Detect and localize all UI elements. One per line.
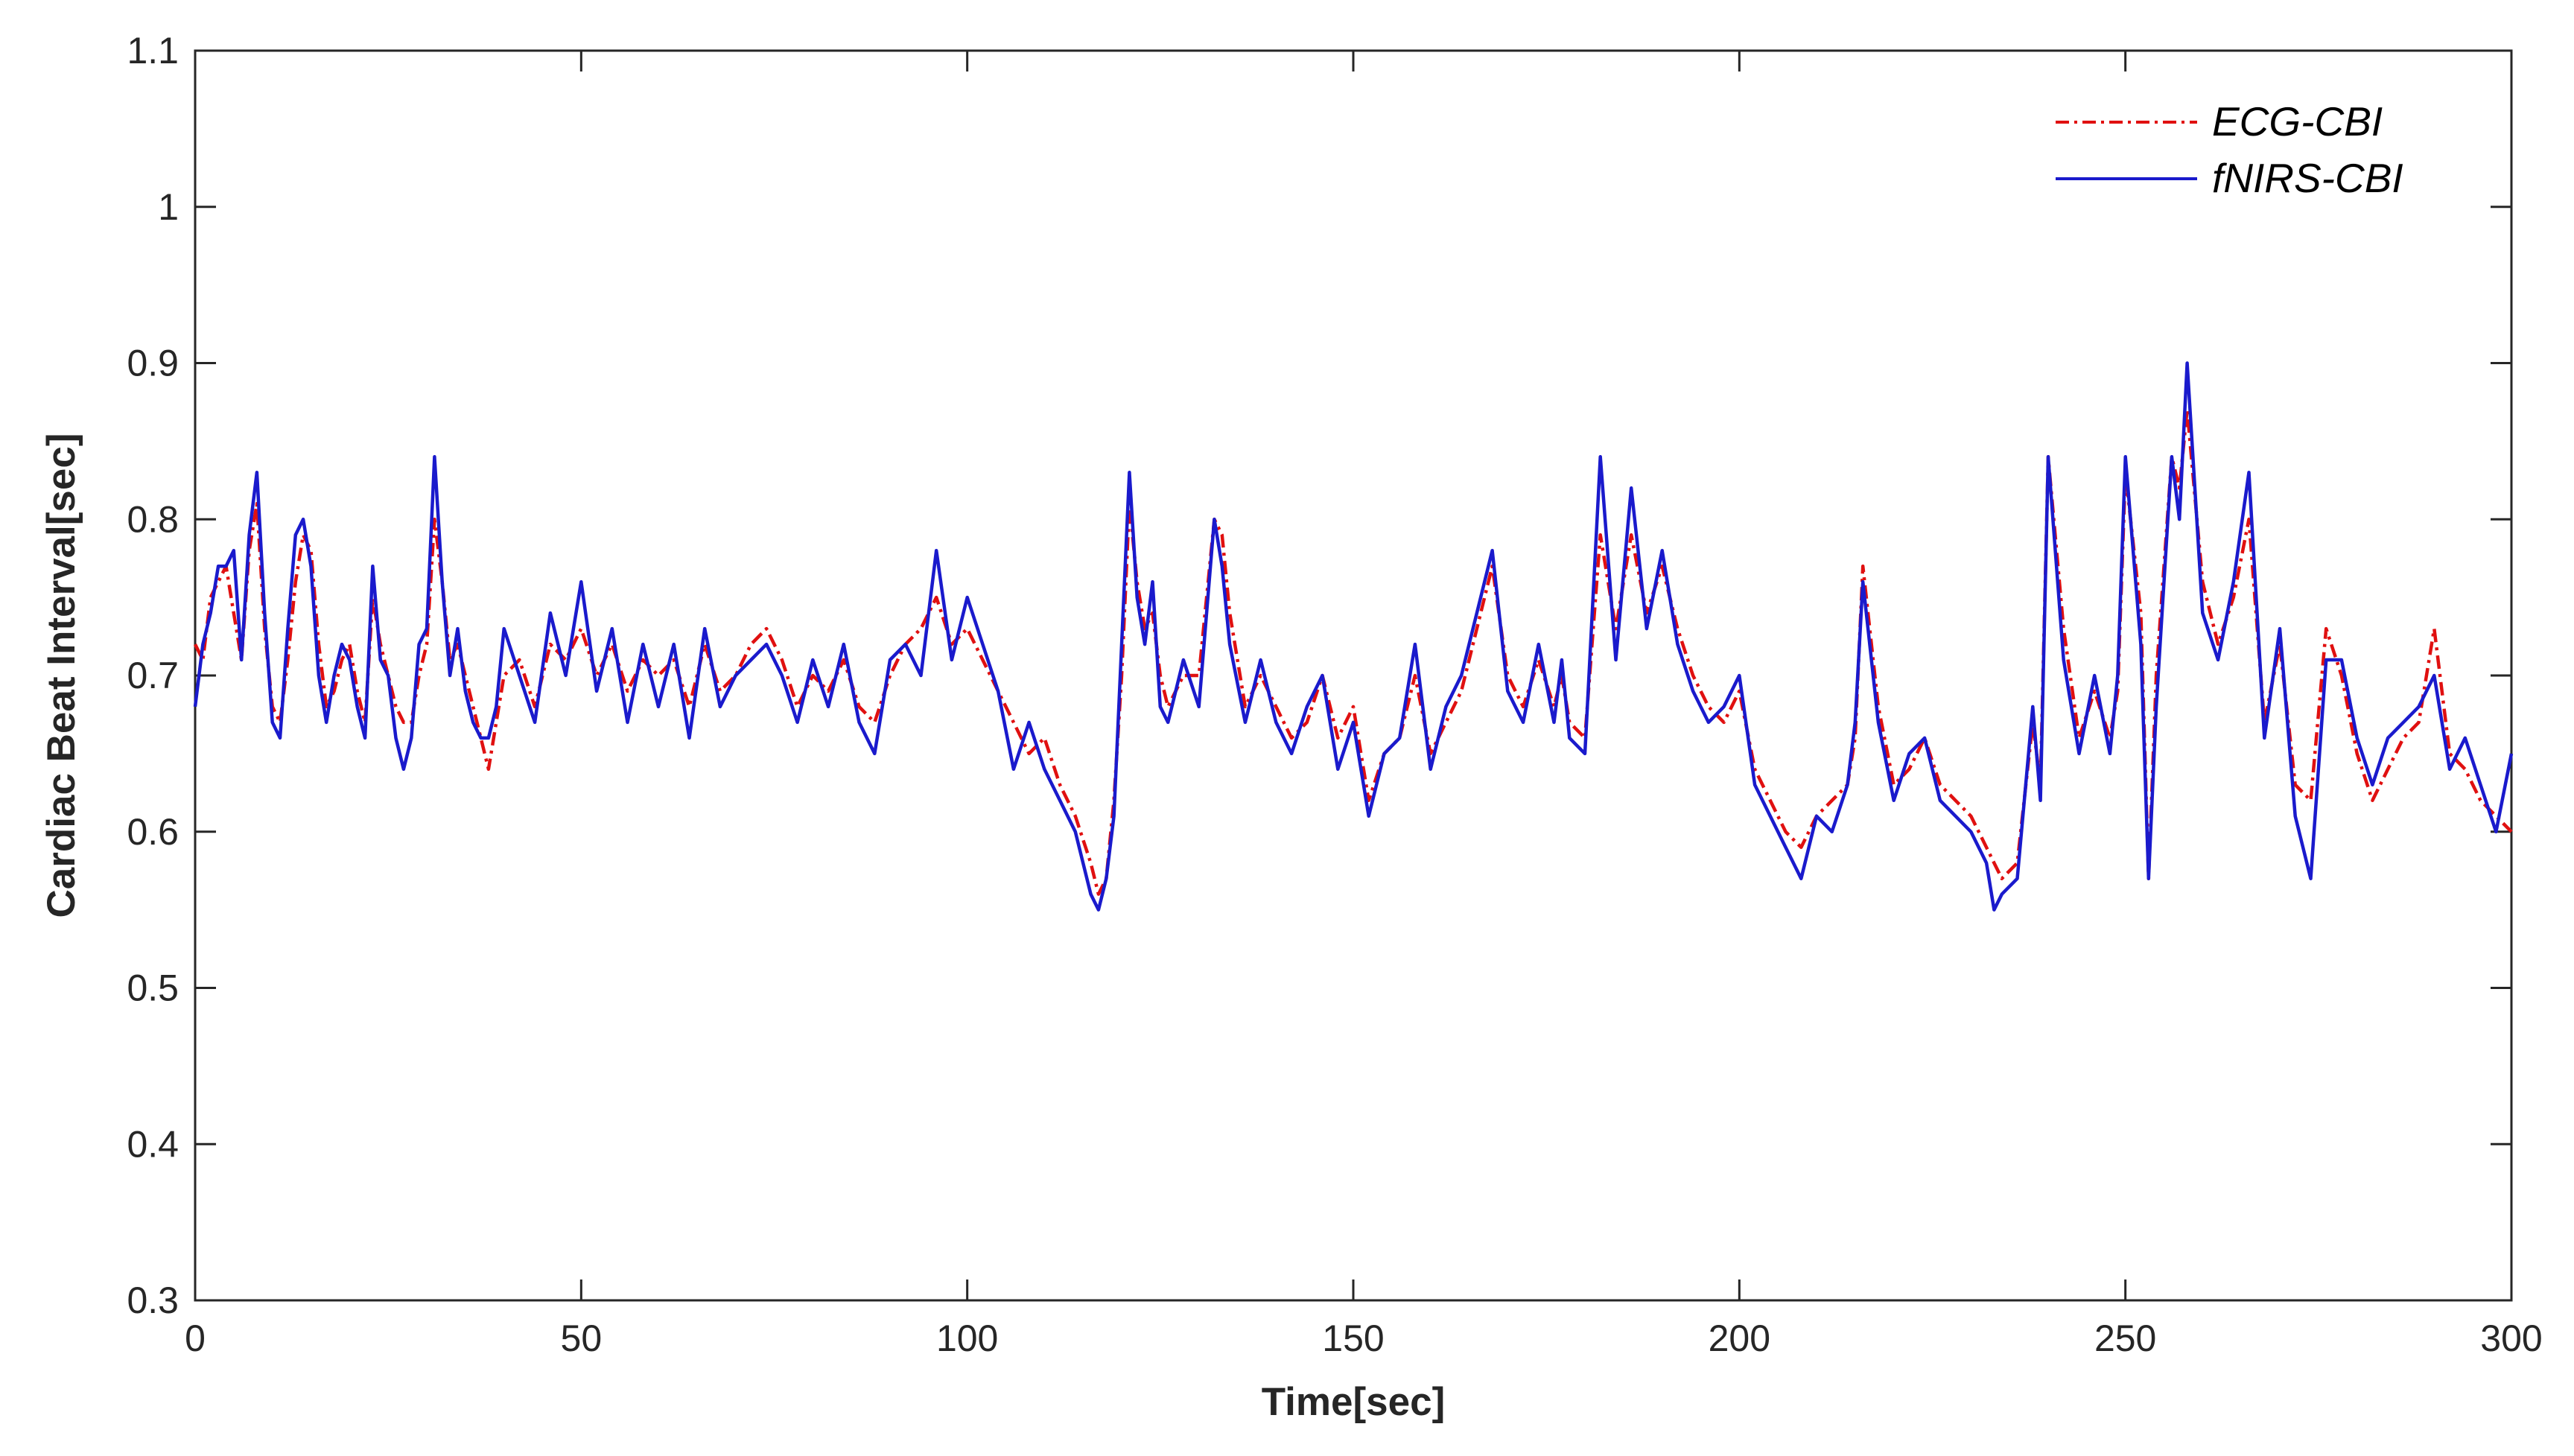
x-axis-title: Time[sec] <box>1262 1380 1445 1424</box>
y-tick-label: 0.5 <box>127 967 179 1009</box>
y-tick-label: 1.1 <box>127 30 179 71</box>
series-layer <box>193 361 2514 912</box>
x-tick-label: 50 <box>561 1317 603 1359</box>
x-tick-label: 0 <box>185 1317 206 1359</box>
series-line-ecg-cbi <box>193 408 2513 896</box>
x-tick-label: 300 <box>2480 1317 2542 1359</box>
x-tick-label: 250 <box>2094 1317 2156 1359</box>
legend: ECG-CBI fNIRS-CBI <box>2056 98 2403 201</box>
x-tick-label: 150 <box>1322 1317 1384 1359</box>
series-line-fnirs-cbi <box>193 361 2514 912</box>
legend-label-fnirs-cbi: fNIRS-CBI <box>2212 155 2403 201</box>
tick-labels: 0 50 100 150 200 250 300 0.3 0.4 0.5 0.6 0.7 0.8 0.9 1… <box>127 30 2542 1359</box>
y-tick-label: 0.6 <box>127 811 179 853</box>
y-tick-label: 0.8 <box>127 498 179 540</box>
y-tick-label: 0.4 <box>127 1123 179 1165</box>
y-tick-label: 0.3 <box>127 1279 179 1321</box>
y-tick-label: 1 <box>158 186 179 228</box>
legend-label-ecg-cbi: ECG-CBI <box>2212 98 2383 144</box>
y-tick-label: 0.9 <box>127 343 179 384</box>
axis-ticks <box>194 49 2513 1302</box>
y-axis-title: Cardiac Beat Interval[sec] <box>39 433 83 918</box>
plot-area <box>194 49 2513 1302</box>
x-tick-label: 200 <box>1709 1317 1770 1359</box>
x-tick-label: 100 <box>936 1317 998 1359</box>
y-tick-label: 0.7 <box>127 655 179 696</box>
